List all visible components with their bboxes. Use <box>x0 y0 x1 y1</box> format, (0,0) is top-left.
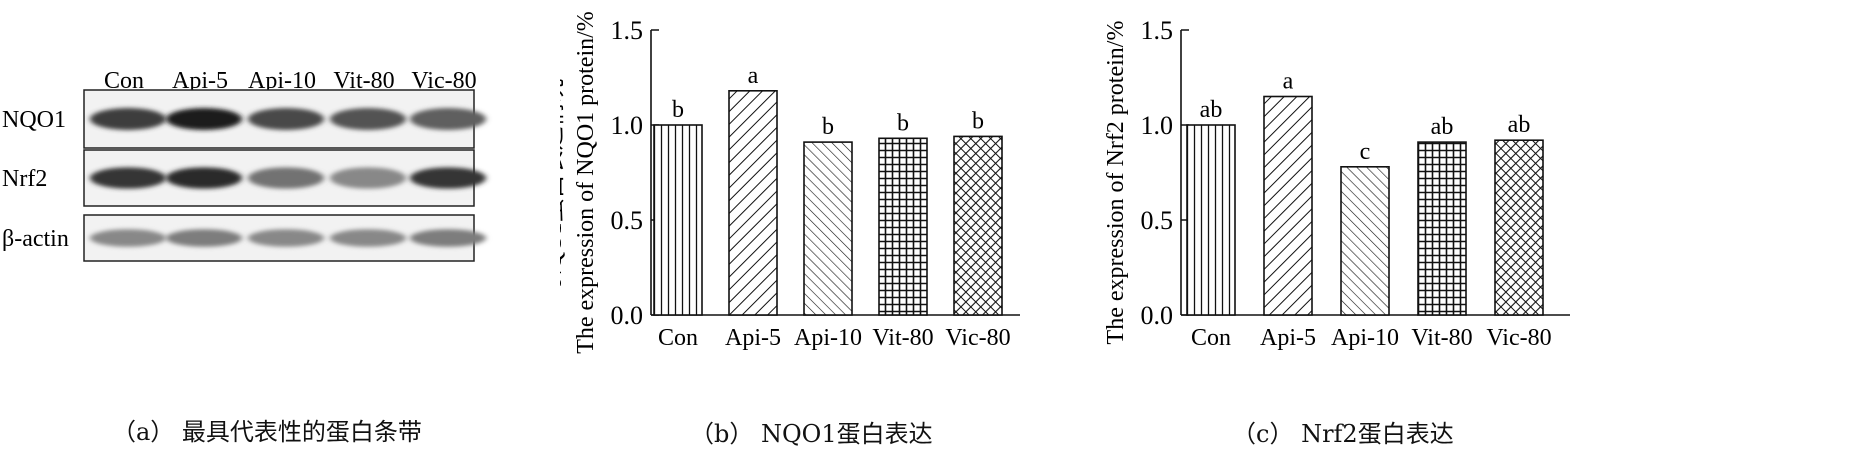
significance-label: b <box>972 108 984 134</box>
x-tick-label: Api-10 <box>1331 325 1399 351</box>
western-blot-panel: Con Api-5 Api-10 Vit-80 Vic-80 NQO1Nrf2β-act… <box>2 68 486 262</box>
blot-band <box>166 167 242 189</box>
x-tick-label: Vic-80 <box>945 325 1010 351</box>
y-axis-label-cn: NQO1蛋白表达情况 <box>560 79 567 287</box>
y-axis-label-en: The expression of NQO1 protein/% <box>573 11 599 354</box>
x-tick-label: Api-5 <box>1260 325 1316 351</box>
x-tick-label: Api-5 <box>725 325 781 351</box>
bar <box>1263 95 1313 316</box>
caption-b: （b） NQO1蛋白表达 <box>690 420 933 448</box>
blot-band <box>90 107 166 131</box>
significance-label: ab <box>1200 97 1223 123</box>
blot-band <box>248 229 324 247</box>
blot-band <box>330 167 406 189</box>
nrf2-bar-chart: 0.00.51.01.5Nrf2蛋白表达情况The expression of … <box>1103 16 1570 351</box>
y-tick-label: 0.5 <box>1141 206 1174 235</box>
significance-label: a <box>748 63 759 89</box>
blot-band <box>90 229 166 247</box>
y-tick-label: 1.0 <box>1141 111 1174 140</box>
blot-band <box>330 107 406 131</box>
y-tick-label: 1.5 <box>1141 16 1174 45</box>
bar <box>653 124 703 316</box>
bar <box>878 137 928 316</box>
blot-band <box>166 107 242 131</box>
bar <box>953 135 1003 316</box>
significance-label: b <box>672 97 684 123</box>
blot-band <box>166 229 242 247</box>
row-label: NQO1 <box>2 107 66 133</box>
bar <box>1340 166 1390 316</box>
bar <box>728 90 778 316</box>
blot-band <box>90 167 166 189</box>
significance-label: b <box>822 114 834 140</box>
bar <box>1186 124 1236 316</box>
bar <box>1417 141 1467 316</box>
blot-band <box>410 107 486 131</box>
bar <box>1494 139 1544 316</box>
y-tick-label: 1.0 <box>611 111 644 140</box>
x-tick-label: Con <box>1191 325 1231 351</box>
x-tick-label: Vit-80 <box>1411 325 1472 351</box>
blot-band <box>410 229 486 247</box>
y-tick-label: 1.5 <box>611 16 644 45</box>
x-tick-label: Api-10 <box>794 325 862 351</box>
y-axis-label-en: The expression of Nrf2 protein/% <box>1103 21 1129 345</box>
y-tick-label: 0.0 <box>611 301 644 330</box>
blot-band <box>248 167 324 189</box>
row-label: β-actin <box>2 226 69 252</box>
row-label: Nrf2 <box>2 166 47 192</box>
y-tick-label: 0.0 <box>1141 301 1174 330</box>
significance-label: a <box>1283 69 1294 95</box>
blot-band <box>330 229 406 247</box>
x-tick-label: Vit-80 <box>872 325 933 351</box>
x-tick-label: Vic-80 <box>1486 325 1551 351</box>
x-tick-label: Con <box>658 325 698 351</box>
bar <box>803 141 853 316</box>
blot-band <box>410 167 486 189</box>
significance-label: ab <box>1508 112 1531 138</box>
significance-label: b <box>897 110 909 136</box>
y-tick-label: 0.5 <box>611 206 644 235</box>
significance-label: ab <box>1431 114 1454 140</box>
nqo1-bar-chart: 0.0 0.5 1.0 1.5 NQO1蛋白表达情况 The expression of … <box>560 11 1020 354</box>
significance-label: c <box>1360 139 1371 165</box>
caption-c: （c） Nrf2蛋白表达 <box>1232 420 1454 448</box>
caption-a: （a） 最具代表性的蛋白条带 <box>112 418 422 446</box>
blot-band <box>248 107 324 131</box>
